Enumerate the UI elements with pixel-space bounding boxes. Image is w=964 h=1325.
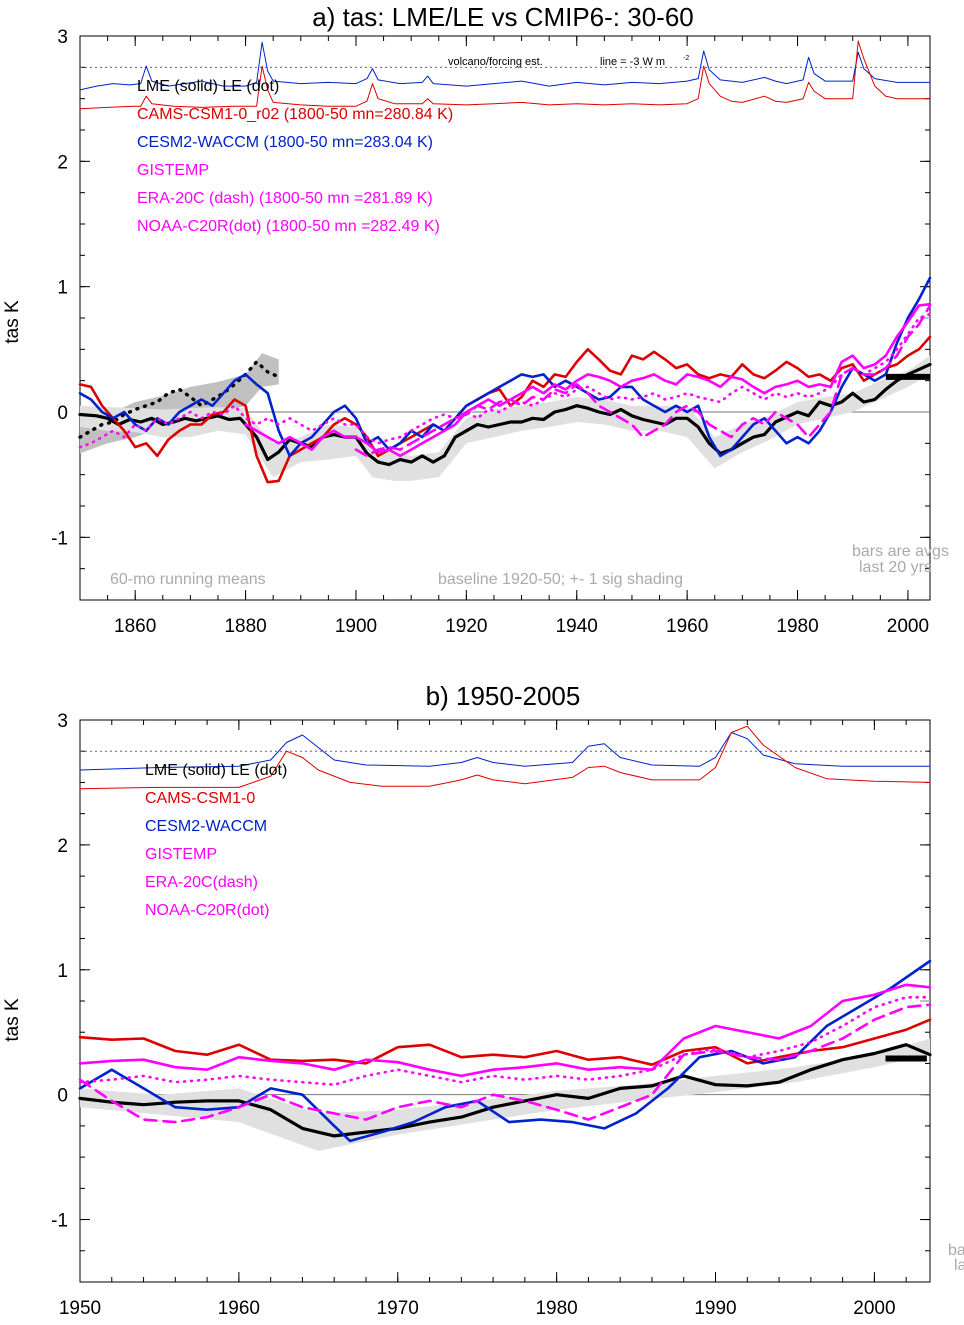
- panel-b-series-cams: [78, 1018, 932, 1066]
- panel-b-y-tick-label: -1: [51, 1211, 68, 1232]
- panel-a-title: a) tas: LME/LE vs CMIP6-: 30-60: [312, 2, 693, 32]
- panel-b-x-tick-label: 1990: [694, 1298, 736, 1319]
- panel-b-y-tick-label: 2: [57, 836, 68, 857]
- panel-a-legend-lme: LME (solid) LE (dot): [137, 78, 279, 95]
- panel-a-y-tick-label: 0: [57, 403, 68, 424]
- panel-a-legend-cesm: CESM2-WACCM (1800-50 mn=283.04 K): [137, 134, 433, 151]
- panel-a-x-tick-label: 2000: [887, 616, 929, 637]
- panel-b-legend: LME (solid) LE (dot) CAMS-CSM1-0 CESM2-W…: [145, 762, 287, 919]
- panel-a-legend-cams: CAMS-CSM1-0_r02 (1800-50 mn=280.84 K): [137, 106, 453, 123]
- panel-b-x-tick-label: 1980: [535, 1298, 577, 1319]
- panel-a-legend-noaa: NOAA-C20R(dot) (1800-50 mn =282.49 K): [137, 218, 440, 235]
- panel-b-bars-note-line2: la: [954, 1257, 964, 1274]
- panel-b-bars-note-line1: ba: [948, 1242, 964, 1259]
- panel-b-legend-cesm: CESM2-WACCM: [145, 818, 267, 835]
- panel-a-y-tick-label: 3: [57, 27, 68, 48]
- panel-a-series-lme: [78, 362, 932, 467]
- panel-b-series-lme: [78, 1043, 932, 1138]
- panel-a-x-tick-label: 1880: [224, 616, 266, 637]
- panel-a-x-tick-label: 1860: [114, 616, 156, 637]
- panel-a-y-tick-label: 2: [57, 152, 68, 173]
- panel-a-line-label-superscript: -2: [683, 55, 689, 62]
- panel-a-series-cams-forcing: [79, 40, 931, 110]
- panel-a: a) tas: LME/LE vs CMIP6-: 30-60 tas K 18…: [2, 2, 949, 637]
- panel-b-x-tick-label: 1960: [218, 1298, 260, 1319]
- panel-a-x-tick-label: 1900: [335, 616, 377, 637]
- panel-a-series-era20c: [354, 304, 932, 458]
- panel-b-x-tick-label: 1970: [377, 1298, 419, 1319]
- panel-b-legend-lme: LME (solid) LE (dot): [145, 762, 287, 779]
- panel-a-x-tick-label: 1960: [666, 616, 708, 637]
- panel-a-x-tick-label: 1940: [556, 616, 598, 637]
- panel-a-volcano-label: volcano/forcing est.: [448, 56, 543, 68]
- panel-b-legend-cams: CAMS-CSM1-0: [145, 790, 255, 807]
- panel-a-line-label: line = -3 W m: [600, 56, 665, 68]
- panel-b-y-tick-label: 0: [57, 1086, 68, 1107]
- panel-b-legend-era20c: ERA-20C(dash): [145, 874, 258, 891]
- panel-a-x-tick-label: 1980: [776, 616, 818, 637]
- panel-a-y-tick-label: -1: [51, 528, 68, 549]
- panel-b-y-axis-label: tas K: [2, 998, 23, 1042]
- panel-b-series-cesm-forcing: [79, 732, 931, 771]
- panel-a-series-gistemp: [244, 302, 932, 458]
- panel-a-series-cams: [78, 335, 932, 484]
- panel-b-x-tick-label: 2000: [853, 1298, 895, 1319]
- panel-a-legend: LME (solid) LE (dot) CAMS-CSM1-0_r02 (18…: [137, 78, 453, 235]
- panel-a-series-cesm-forcing: [79, 41, 931, 91]
- panel-a-series-noaa-c20r: [78, 312, 932, 449]
- panel-a-y-tick-label: 1: [57, 278, 68, 299]
- panel-b-series-cams-forcing: [79, 725, 931, 790]
- panel-a-legend-gistemp: GISTEMP: [137, 162, 209, 179]
- panel-a-bars-note-line1: bars are avgs: [852, 543, 949, 560]
- panel-b-legend-gistemp: GISTEMP: [145, 846, 217, 863]
- panel-b-series-gistemp: [78, 983, 932, 1078]
- panel-a-bars-note-line2: last 20 yrs: [859, 559, 932, 576]
- panel-b-y-tick-label: 1: [57, 961, 68, 982]
- panel-a-plot-area: 1860 1880 1900 1920 1940 1960 1980 2000 -1 0 1 2 3: [51, 27, 932, 637]
- panel-b-plot-area: 1950 1960 1970 1980 1990 2000 -1 0 1 2 3: [51, 711, 932, 1319]
- panel-a-running-means-note: 60-mo running means: [110, 571, 266, 588]
- panel-b-series-noaa-c20r: [78, 996, 932, 1086]
- panel-b-title: b) 1950-2005: [426, 681, 581, 711]
- panel-a-x-tick-label: 1920: [445, 616, 487, 637]
- panel-b: b) 1950-2005 tas K 1950 1960 1970 1980 1990 2…: [2, 681, 964, 1319]
- panel-a-series-cesm: [78, 276, 932, 458]
- panel-b-x-tick-label: 1950: [59, 1298, 101, 1319]
- panel-b-series-era20c: [78, 1003, 932, 1124]
- panel-a-baseline-note: baseline 1920-50; +- 1 sig shading: [438, 571, 683, 588]
- panel-b-y-tick-label: 3: [57, 711, 68, 732]
- panel-b-legend-noaa: NOAA-C20R(dot): [145, 902, 269, 919]
- panel-a-legend-era20c: ERA-20C (dash) (1800-50 mn =281.89 K): [137, 190, 433, 207]
- panel-a-y-axis-label: tas K: [2, 300, 23, 344]
